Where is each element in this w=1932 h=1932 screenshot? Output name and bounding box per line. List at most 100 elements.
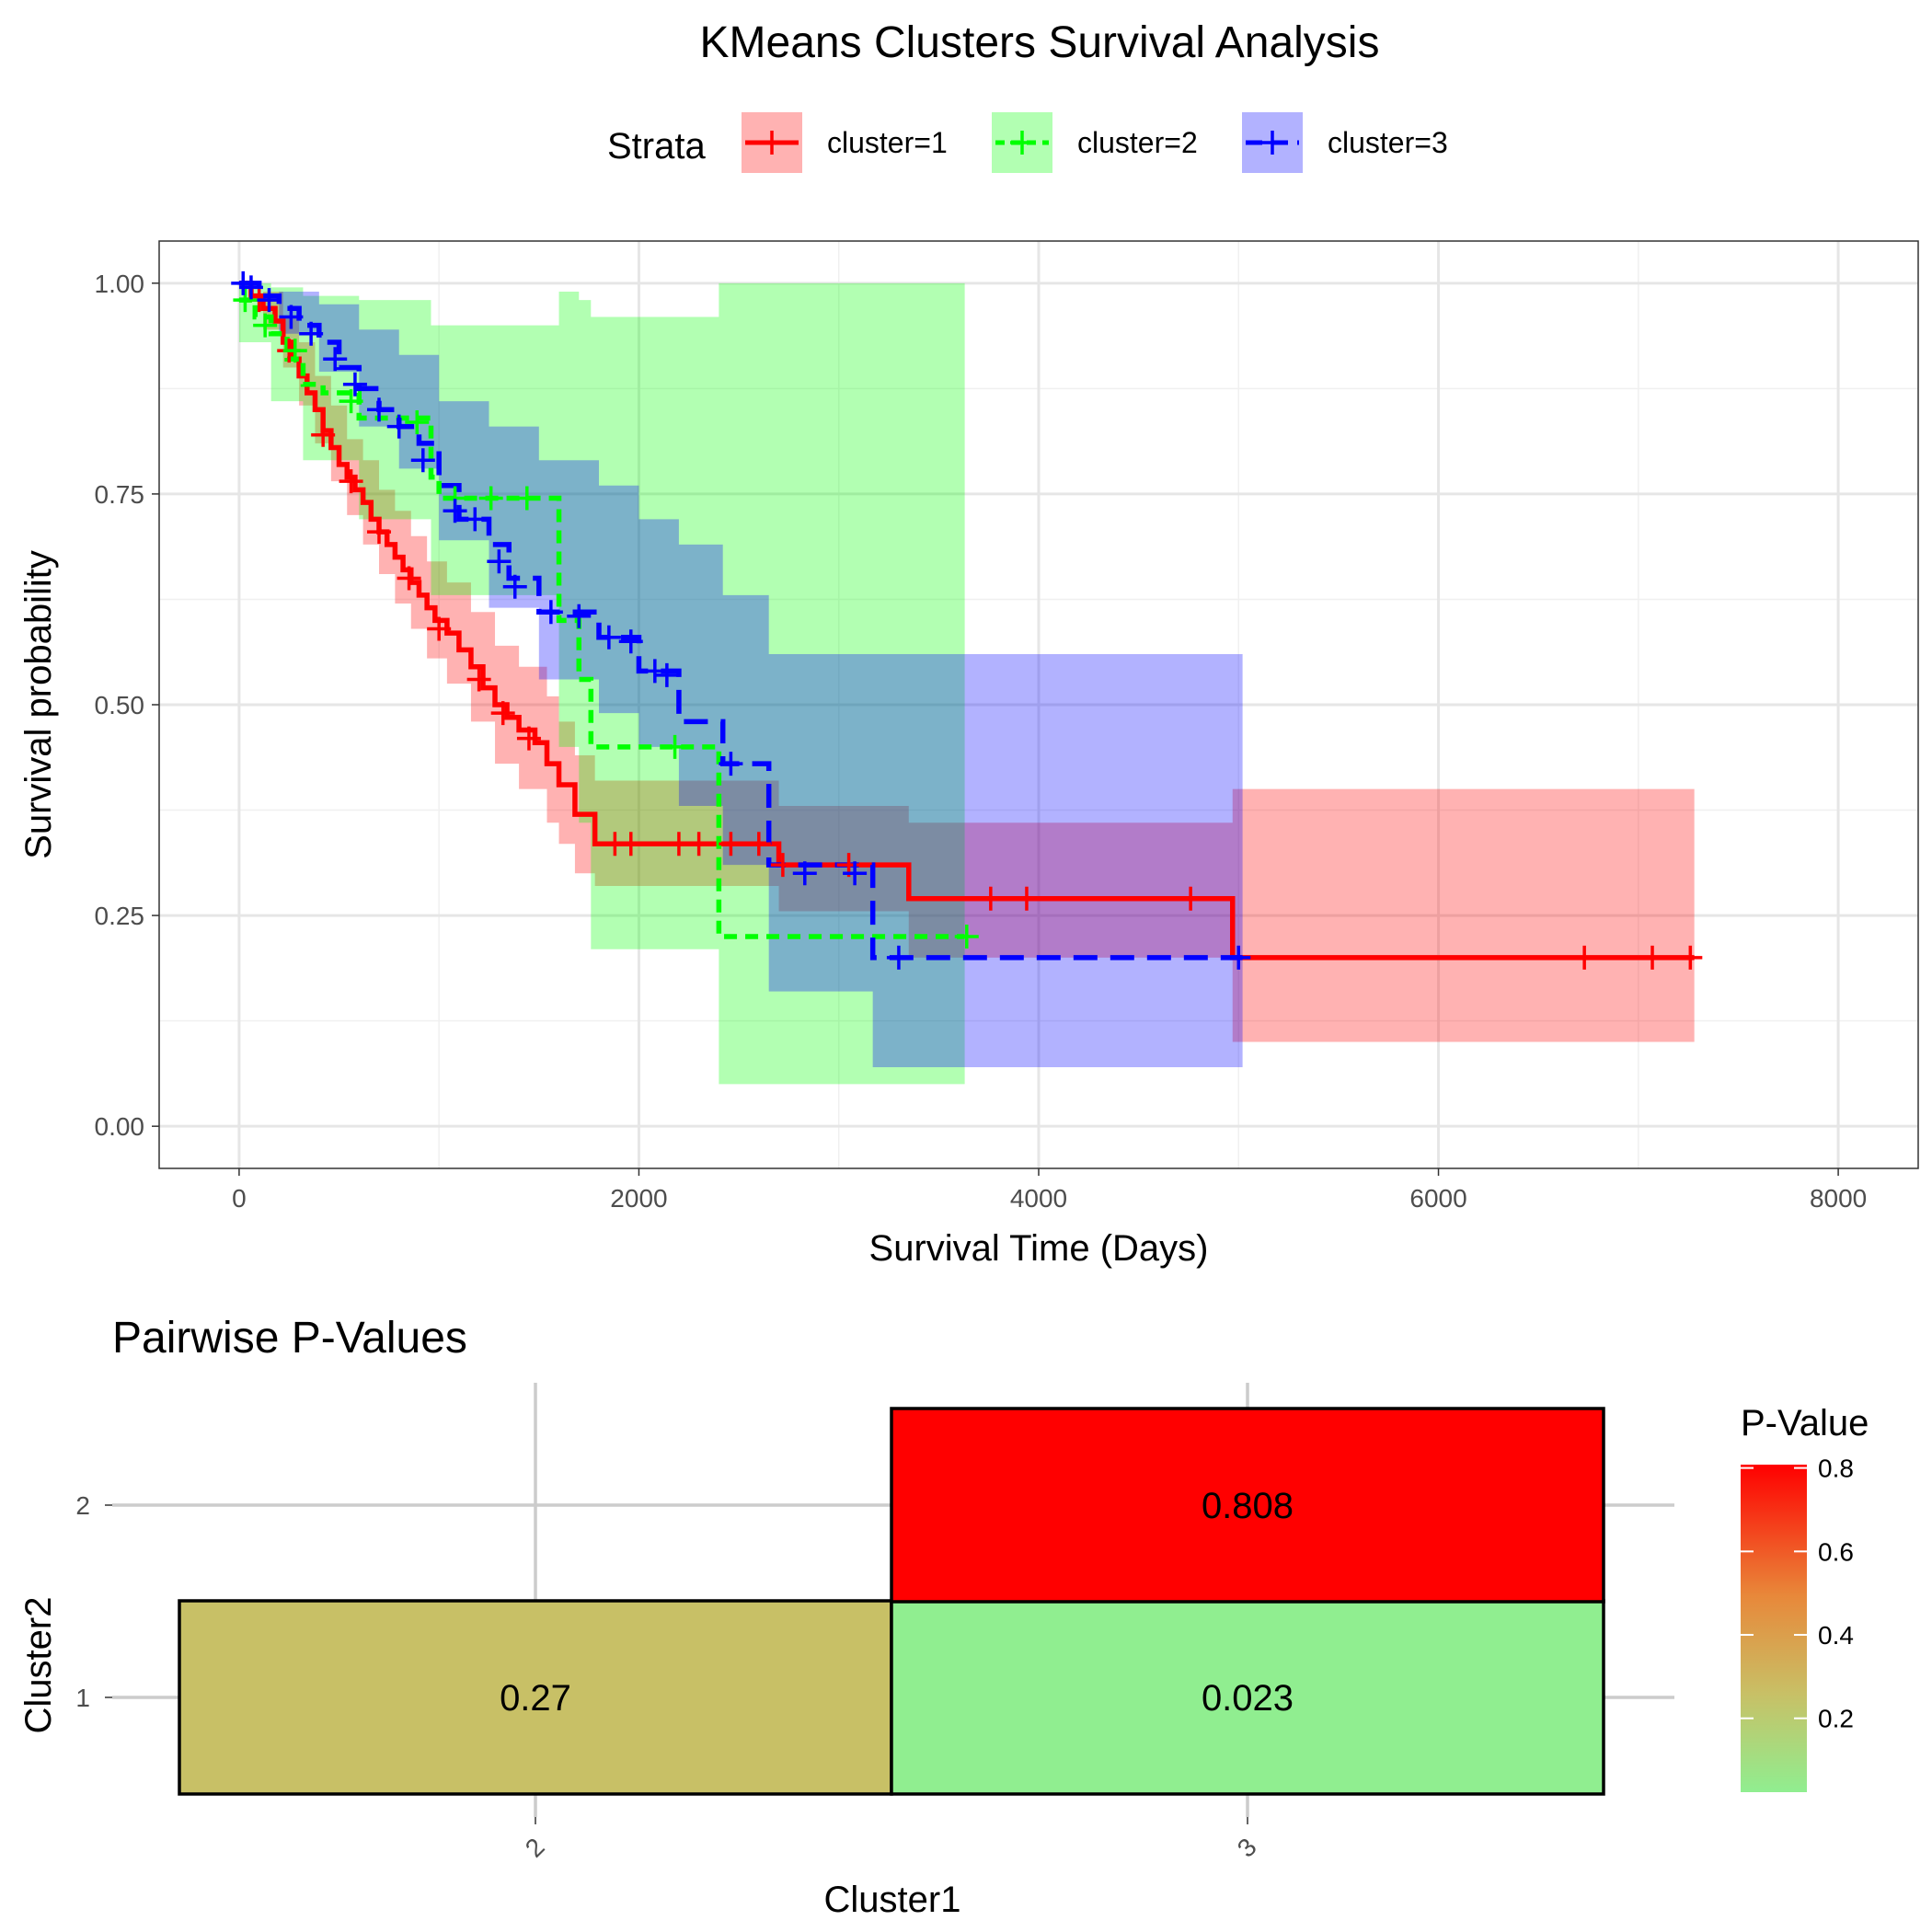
survival-chart: KMeans Clusters Survival Analysis Strata… [18,18,1919,1269]
legend-title: Strata [607,126,706,167]
censor-mark [397,566,421,591]
heatmap-cell-label: 0.023 [1202,1678,1294,1719]
censor-mark [843,861,868,886]
y-tick-label: 0.00 [95,1112,145,1141]
censor-mark [367,397,391,422]
heatmap-y-tick-label: 2 [75,1491,90,1520]
censor-mark [339,389,363,414]
censor-mark [443,499,467,523]
censor-mark [1678,945,1703,970]
censor-mark [770,853,795,878]
colorbar-gradient [1741,1465,1807,1792]
survival-curve-cluster-2 [238,297,965,939]
heatmap-cell [178,1599,893,1796]
censor-mark [367,520,391,545]
censor-mark [386,414,411,439]
chart-title: KMeans Clusters Survival Analysis [700,18,1380,67]
censor-mark [596,625,621,650]
censor-mark [746,832,771,857]
censor-mark [466,667,491,692]
survival-curves [238,281,1695,960]
censor-mark [792,861,817,886]
heatmap-y-axis-title: Cluster2 [18,1597,59,1734]
censor-mark [405,410,430,435]
censor-mark [1226,945,1251,970]
x-tick-label: 6000 [1409,1184,1466,1213]
censor-mark [567,604,592,628]
censor-mark [339,469,363,494]
censor-mark [299,321,324,346]
censor-mark [238,275,263,300]
heatmap-x-tick-label: 2 [520,1833,550,1863]
censor-mark [323,347,348,372]
censor-mark [1572,945,1597,970]
censor-mark [342,372,367,397]
x-axis-ticks: 0 2000 4000 6000 8000 [232,1168,1867,1213]
y-axis-ticks: 0.00 0.25 0.50 0.75 1.00 [95,270,159,1141]
x-axis-title: Survival Time (Days) [869,1228,1209,1269]
heatmap-cells: 0.27 0.023 0.808 [178,1407,1605,1796]
heatmap-cell [890,1599,1605,1796]
censor-mark [954,925,979,949]
legend-label: cluster=3 [1328,126,1448,159]
censor-mark [1640,945,1665,970]
censor-mark [427,616,452,641]
censor-mark [642,659,667,684]
censor-mark [978,886,1003,911]
y-tick-label: 0.25 [95,902,145,930]
legend-key-censor [1260,131,1284,155]
survival-curve-cluster-3 [238,281,1243,960]
legend-label: cluster=2 [1077,126,1198,159]
censor-mark [514,486,539,511]
legend-label: cluster=1 [827,126,948,159]
heatmap-x-axis-title: Cluster1 [824,1880,961,1920]
colorbar: P-Value 0.2 0.4 0.6 0.8 [1741,1403,1869,1792]
censor-mark [719,832,743,857]
censor-mark [487,549,512,574]
censor-mark [233,288,258,313]
censor-mark [490,701,515,726]
censor-mark [257,288,282,313]
confidence-bands [238,282,1695,1085]
ci-band-cluster-2 [238,282,965,1085]
heatmap-y-ticks: 12 [75,1491,112,1712]
legend-item-cluster-3: cluster=3 [1242,112,1448,173]
heatmap-title: Pairwise P-Values [112,1314,467,1363]
y-tick-label: 0.75 [95,480,145,509]
y-tick-label: 1.00 [95,270,145,298]
censor-mark [282,339,307,363]
legend-item-cluster-1: cluster=1 [742,112,948,173]
legend-key-censor [1010,131,1034,155]
censor-mark [618,629,643,654]
survival-curve-cluster-1 [238,281,1695,960]
censor-mark [886,945,911,970]
censor-mark [1014,886,1039,911]
censor-mark [311,422,336,447]
censor-mark [516,726,541,751]
heatmap-x-tick-label: 3 [1232,1833,1262,1863]
x-tick-label: 0 [232,1184,247,1213]
colorbar-tick-label: 0.6 [1818,1537,1854,1566]
censor-mark [1179,886,1203,911]
censor-marks [231,270,1703,970]
censor-mark [666,832,691,857]
censor-mark [654,662,679,687]
heatmap-y-tick-label: 1 [75,1684,90,1712]
colorbar-tick-label: 0.8 [1818,1455,1854,1483]
ci-band-cluster-1 [238,282,1695,1042]
legend: Strata cluster=1 cluster=2 cluster=3 [607,112,1448,173]
x-tick-label: 8000 [1810,1184,1867,1213]
censor-mark [686,832,711,857]
censor-mark [502,574,527,599]
censor-mark [538,600,563,625]
y-axis-title: Survival probability [18,550,59,859]
legend-item-cluster-2: cluster=2 [992,112,1198,173]
censor-mark [463,507,488,532]
colorbar-title: P-Value [1741,1403,1869,1443]
censor-mark [279,305,304,329]
grid [159,241,1918,1168]
x-tick-label: 2000 [610,1184,667,1213]
